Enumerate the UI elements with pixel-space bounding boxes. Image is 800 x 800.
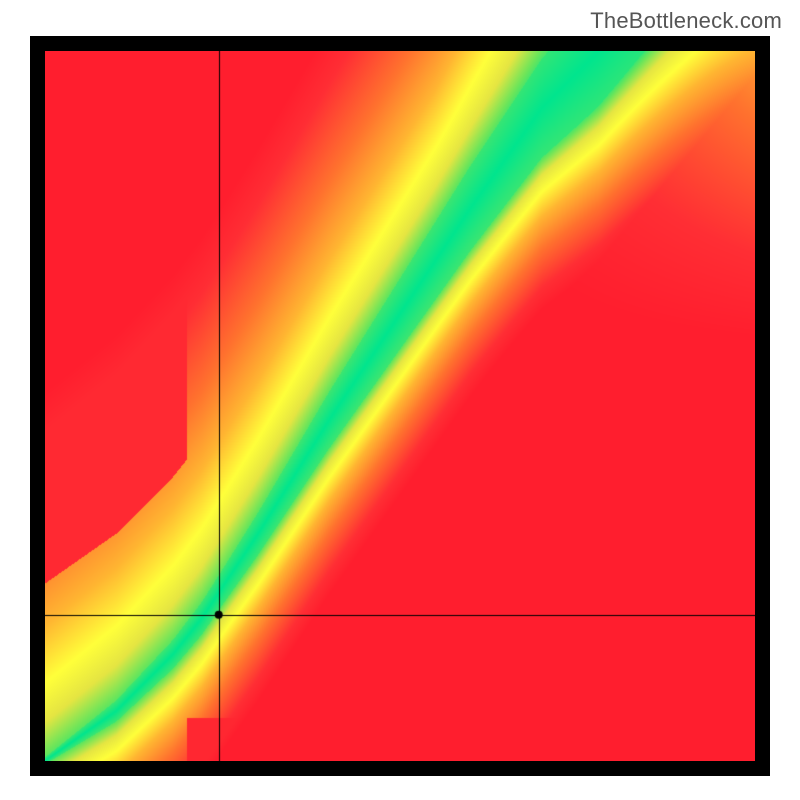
plot-border <box>30 36 770 776</box>
heatmap-canvas <box>45 51 755 761</box>
plot-area <box>45 51 755 761</box>
watermark-text: TheBottleneck.com <box>590 8 782 34</box>
figure-container: TheBottleneck.com <box>0 0 800 800</box>
